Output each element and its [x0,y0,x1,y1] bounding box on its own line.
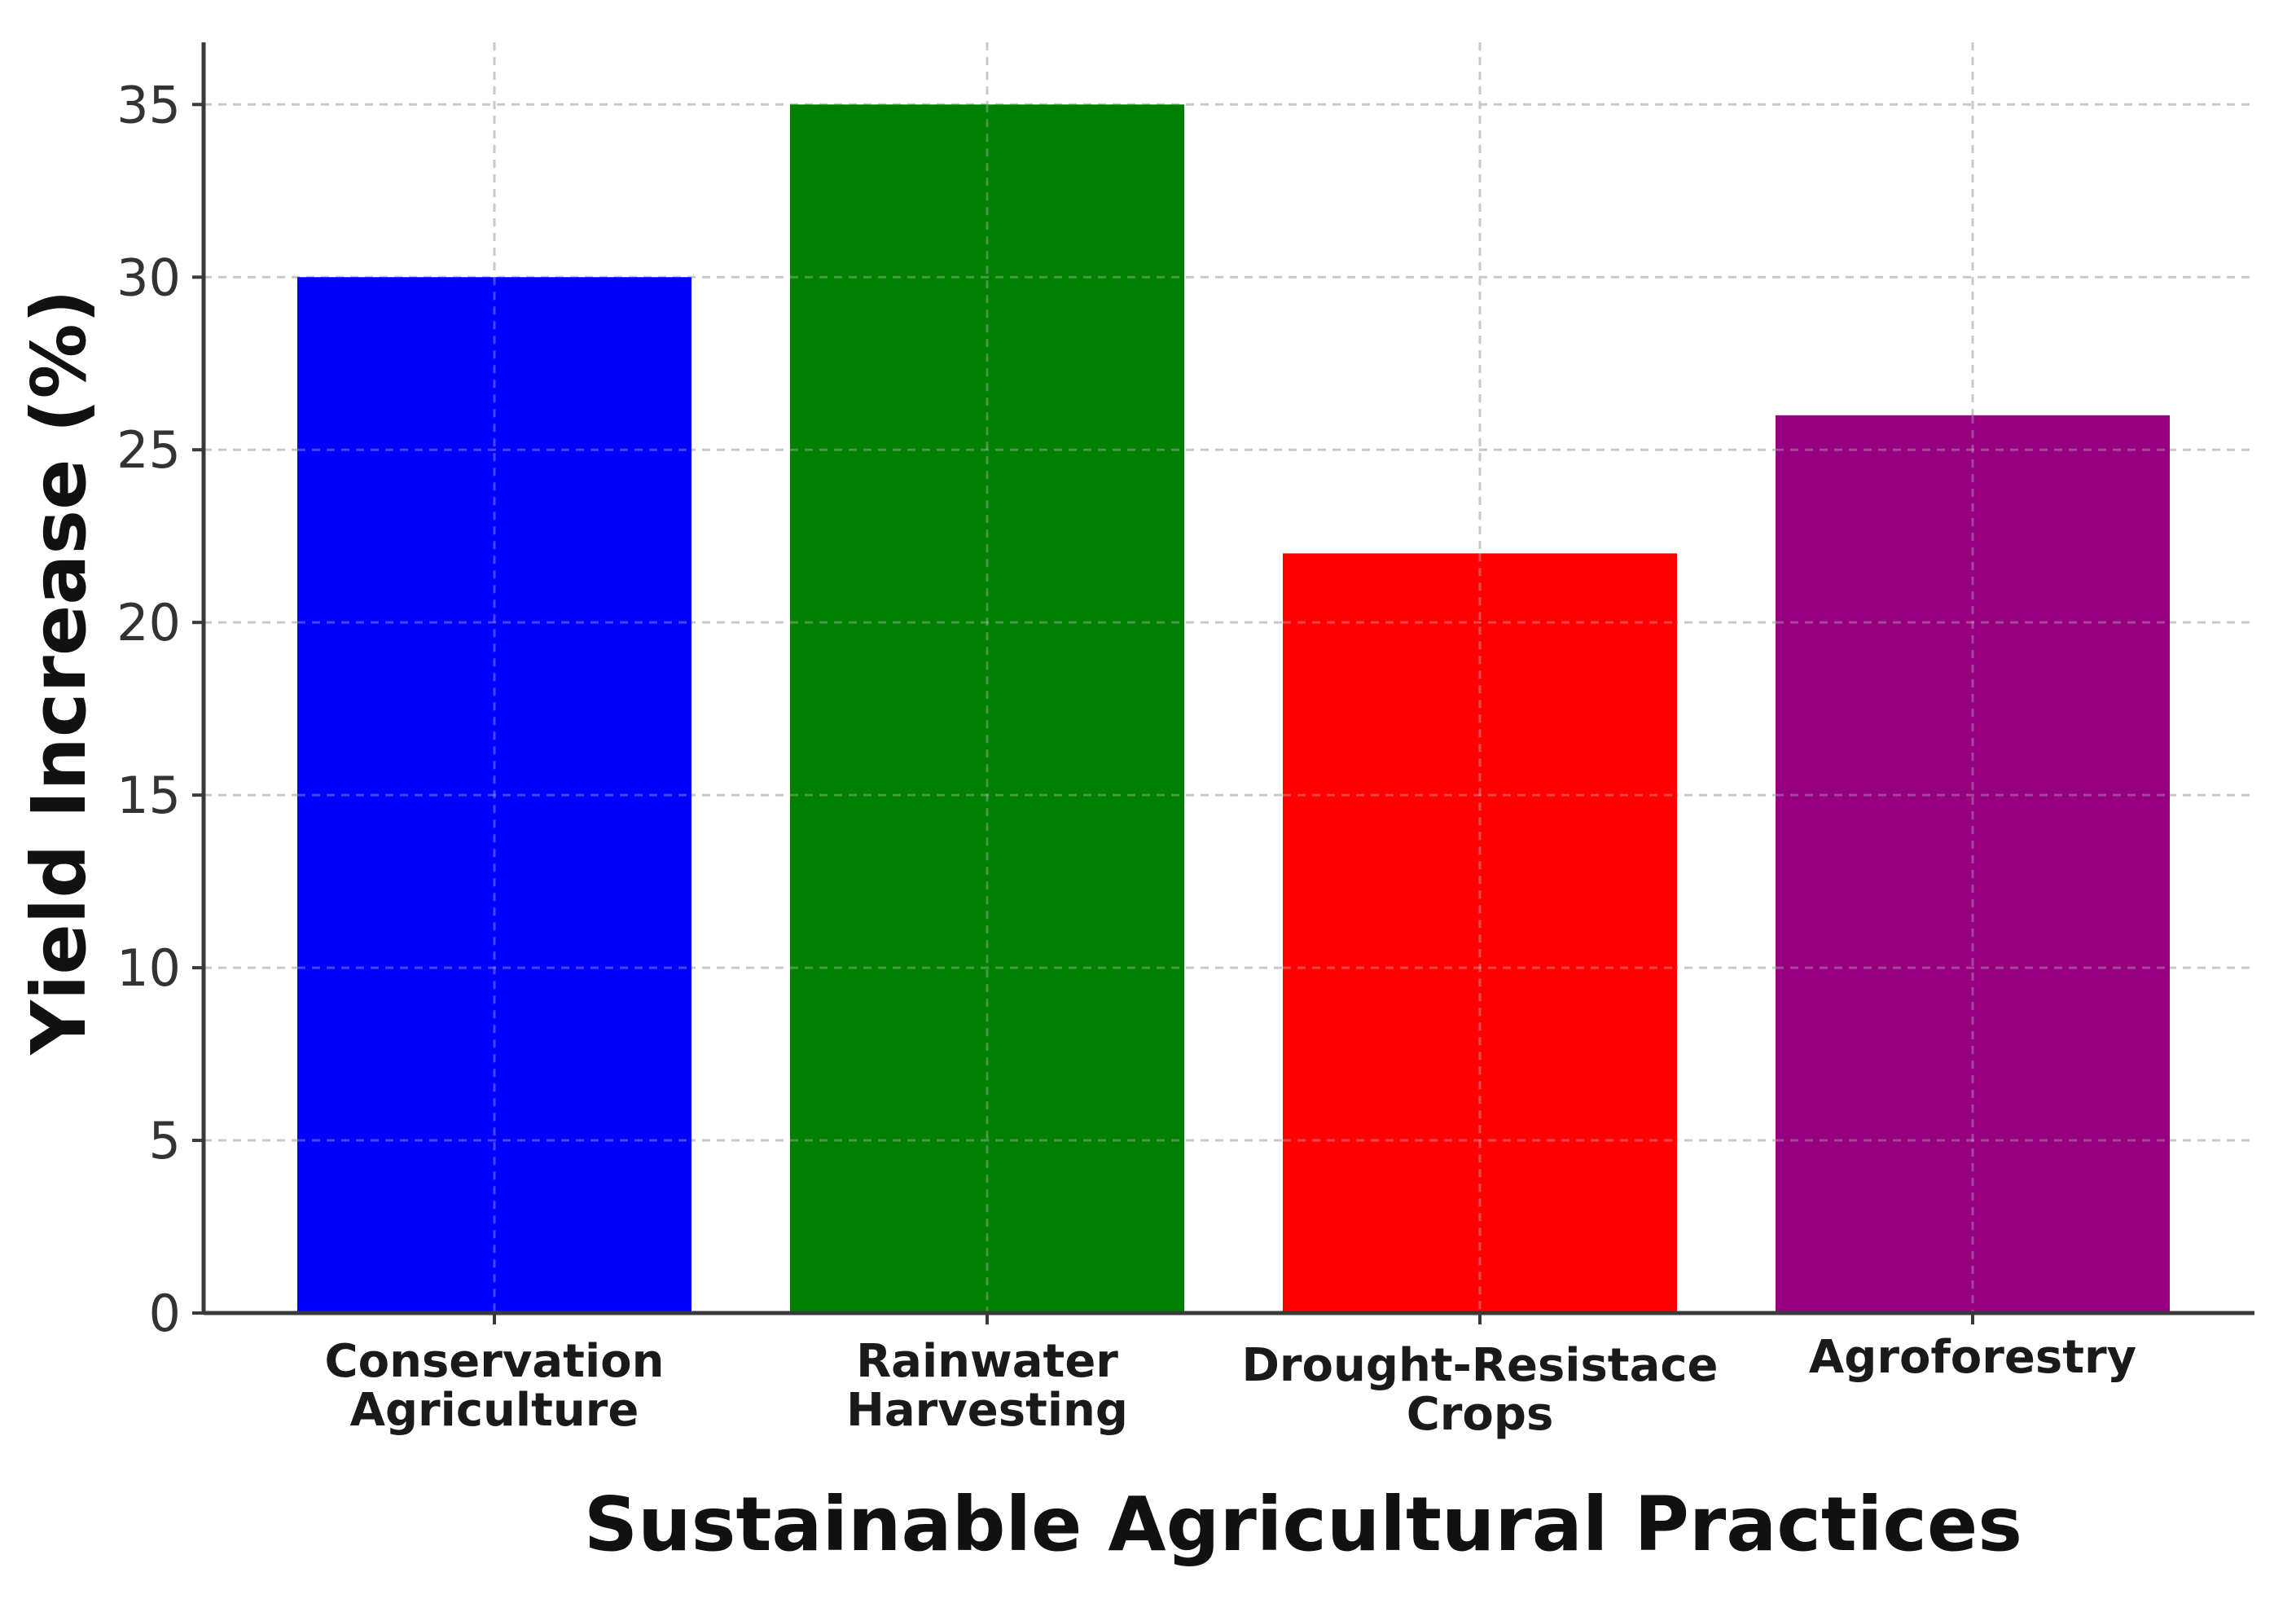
y-tick-label: 0 [149,1284,181,1343]
x-tick-label-line: Harvesting [846,1384,1128,1437]
y-ticks: 0 5 10 15 20 25 30 35 [116,75,204,1343]
y-tick-label: 25 [116,420,181,480]
x-tick-label: Agroforestry [1809,1331,2136,1384]
x-tick-label: Conservation Agriculture [325,1335,665,1437]
y-tick-label: 35 [116,75,181,134]
x-tick-label: Rainwater Harvesting [846,1335,1128,1437]
y-tick-label: 15 [116,766,181,825]
x-tick-label-line: Conservation [325,1335,665,1388]
y-tick-label: 30 [116,248,181,307]
x-tick-label-line: Agroforestry [1809,1331,2136,1384]
bar-2 [1283,553,1677,1313]
x-tick-label: Drought-Resistace Crops [1241,1339,1718,1441]
x-tick-label-line: Agriculture [350,1384,639,1437]
y-tick-label: 10 [116,938,181,998]
y-tick-label: 20 [116,593,181,652]
y-axis-title: Yield Increase (%) [15,289,103,1056]
bars [297,104,2170,1314]
x-tick-label-line: Drought-Resistace [1241,1339,1718,1392]
bar-0 [297,277,691,1313]
bar-3 [1776,415,2170,1314]
y-tick-label: 5 [149,1111,181,1170]
x-ticks: Conservation Agriculture Rainwater Harvesti… [325,1313,2136,1441]
x-tick-label-line: Rainwater [856,1335,1118,1388]
x-axis-title: Sustainable Agricultural Practices [584,1481,2022,1568]
axes [201,42,2254,1315]
x-tick-label-line: Crops [1407,1388,1554,1441]
bar-1 [790,104,1184,1314]
